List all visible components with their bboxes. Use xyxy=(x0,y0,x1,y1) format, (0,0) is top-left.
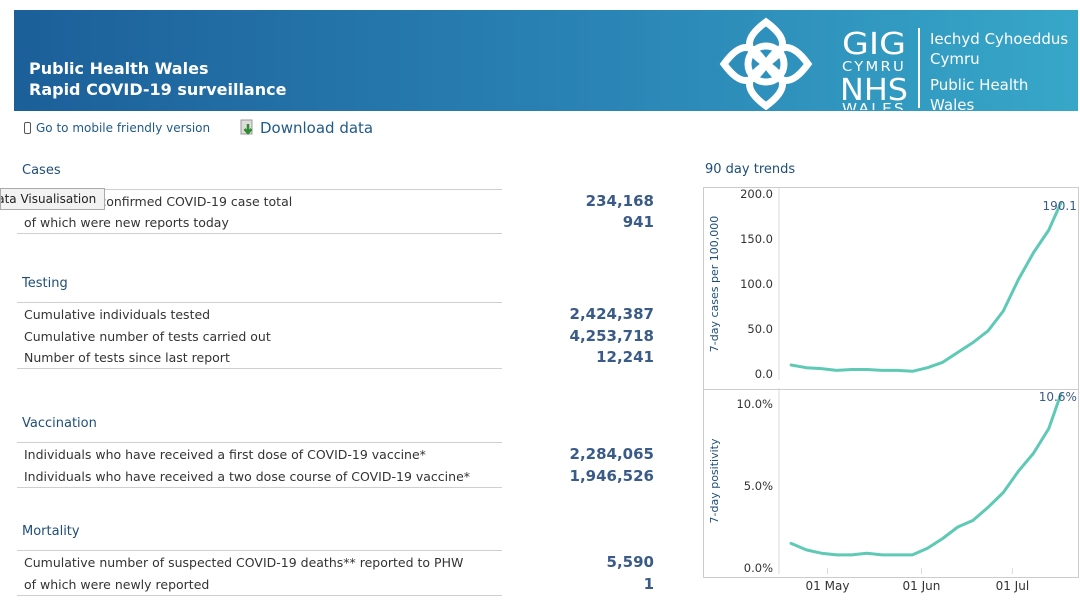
divider xyxy=(17,550,502,551)
divider xyxy=(17,189,502,190)
testing-individuals-value: 2,424,387 xyxy=(569,305,654,323)
cases-title: Cases xyxy=(22,163,61,178)
logo-org-english-1: Public Health xyxy=(930,76,1028,94)
y-tick-label: 100.0 xyxy=(740,277,773,291)
series-line xyxy=(789,201,1063,373)
testing-tests-value: 4,253,718 xyxy=(569,327,654,345)
x-tick-label: 01 Jul xyxy=(996,579,1030,593)
logo-org-welsh-2: Cymru xyxy=(930,50,980,68)
testing-title: Testing xyxy=(22,276,68,291)
y-axis-label: 7-day positivity xyxy=(708,438,721,523)
x-tick-label: 01 May xyxy=(806,579,850,593)
cases-total-row: Cumulative confirmed COVID-19 case total… xyxy=(17,191,654,212)
divider xyxy=(17,442,502,443)
logo-wales: WALES xyxy=(842,102,906,110)
trends-chart: 0.0 50.0 100.0 150.0 200.0 7-day cases per 10… xyxy=(703,187,1079,593)
y-tick-label: 10.0% xyxy=(736,397,773,411)
y-tick-label: 5.0% xyxy=(744,479,773,493)
nhs-wales-logo: GIG CYMRU NHS WALES Iechyd Cyhoeddus Cym… xyxy=(719,17,1068,110)
y-tick-label: 0.0% xyxy=(744,561,773,575)
divider xyxy=(17,595,502,596)
vaccination-first-dose-value: 2,284,065 xyxy=(569,445,654,463)
testing-individuals-label: Cumulative individuals tested xyxy=(24,307,211,322)
testing-since-row: Number of tests since last report 12,241 xyxy=(17,347,654,368)
logo-gig: GIG xyxy=(842,27,906,62)
divider xyxy=(17,487,502,488)
logo-org-english-2: Wales xyxy=(930,96,974,110)
cases-new-value: 941 xyxy=(622,213,654,231)
mortality-total-row: Cumulative number of suspected COVID-19 … xyxy=(17,552,654,573)
vaccination-title: Vaccination xyxy=(22,416,97,431)
trends-title: 90 day trends xyxy=(705,162,796,177)
mortality-new-row: of which were newly reported 1 xyxy=(17,574,654,595)
celtic-knot-icon xyxy=(719,17,813,110)
mortality-new-value: 1 xyxy=(643,575,654,593)
vaccination-two-dose-value: 1,946,526 xyxy=(569,467,654,485)
mortality-total-value: 5,590 xyxy=(606,553,654,571)
logo-cymru: CYMRU xyxy=(842,60,906,75)
header-subtitle: Rapid COVID-19 surveillance xyxy=(29,80,287,99)
y-tick-label: 150.0 xyxy=(740,232,773,246)
end-value-label: 10.6% xyxy=(1039,390,1077,404)
cases-new-row: of which were new reports today 941 xyxy=(17,212,654,233)
cases-new-label: of which were new reports today xyxy=(24,215,229,230)
mobile-version-link[interactable]: Go to mobile friendly version xyxy=(24,121,210,135)
vaccination-two-dose-label: Individuals who have received a two dose… xyxy=(24,469,471,484)
mortality-title: Mortality xyxy=(22,524,80,539)
download-icon xyxy=(240,119,253,135)
divider xyxy=(17,302,502,303)
vaccination-two-dose-row: Individuals who have received a two dose… xyxy=(17,466,654,487)
phone-icon xyxy=(24,122,31,134)
y-tick-label: 0.0 xyxy=(755,367,773,381)
tooltip: Data Visualisation xyxy=(0,188,105,210)
x-tick-label: 01 Jun xyxy=(903,579,941,593)
download-data-label: Download data xyxy=(260,119,374,137)
testing-tests-row: Cumulative number of tests carried out 4… xyxy=(17,326,654,347)
vaccination-first-dose-row: Individuals who have received a first do… xyxy=(17,444,654,465)
y-axis-label: 7-day cases per 100,000 xyxy=(708,216,721,352)
logo-nhs: NHS xyxy=(840,73,908,108)
end-value-label: 190.1 xyxy=(1043,199,1077,213)
y-tick-label: 50.0 xyxy=(747,322,773,336)
header-banner: Public Health Wales Rapid COVID-19 surve… xyxy=(14,10,1078,111)
logo-org-welsh-1: Iechyd Cyhoeddus xyxy=(930,30,1068,48)
y-tick-label: 200.0 xyxy=(740,187,773,201)
testing-since-value: 12,241 xyxy=(596,348,654,366)
mobile-version-label: Go to mobile friendly version xyxy=(36,121,211,135)
mortality-total-label: Cumulative number of suspected COVID-19 … xyxy=(24,555,464,570)
divider xyxy=(17,368,502,369)
header-title: Public Health Wales xyxy=(29,59,209,78)
vaccination-first-dose-label: Individuals who have received a first do… xyxy=(24,447,426,462)
testing-tests-label: Cumulative number of tests carried out xyxy=(24,329,271,344)
download-data-button[interactable]: Download data xyxy=(240,119,373,137)
cases-total-value: 234,168 xyxy=(585,192,654,210)
series-line xyxy=(789,392,1063,557)
chart-panel-frame xyxy=(703,389,1079,578)
mortality-new-label: of which were newly reported xyxy=(24,577,210,592)
testing-individuals-row: Cumulative individuals tested 2,424,387 xyxy=(17,304,654,325)
divider xyxy=(17,233,502,234)
testing-since-label: Number of tests since last report xyxy=(24,350,230,365)
